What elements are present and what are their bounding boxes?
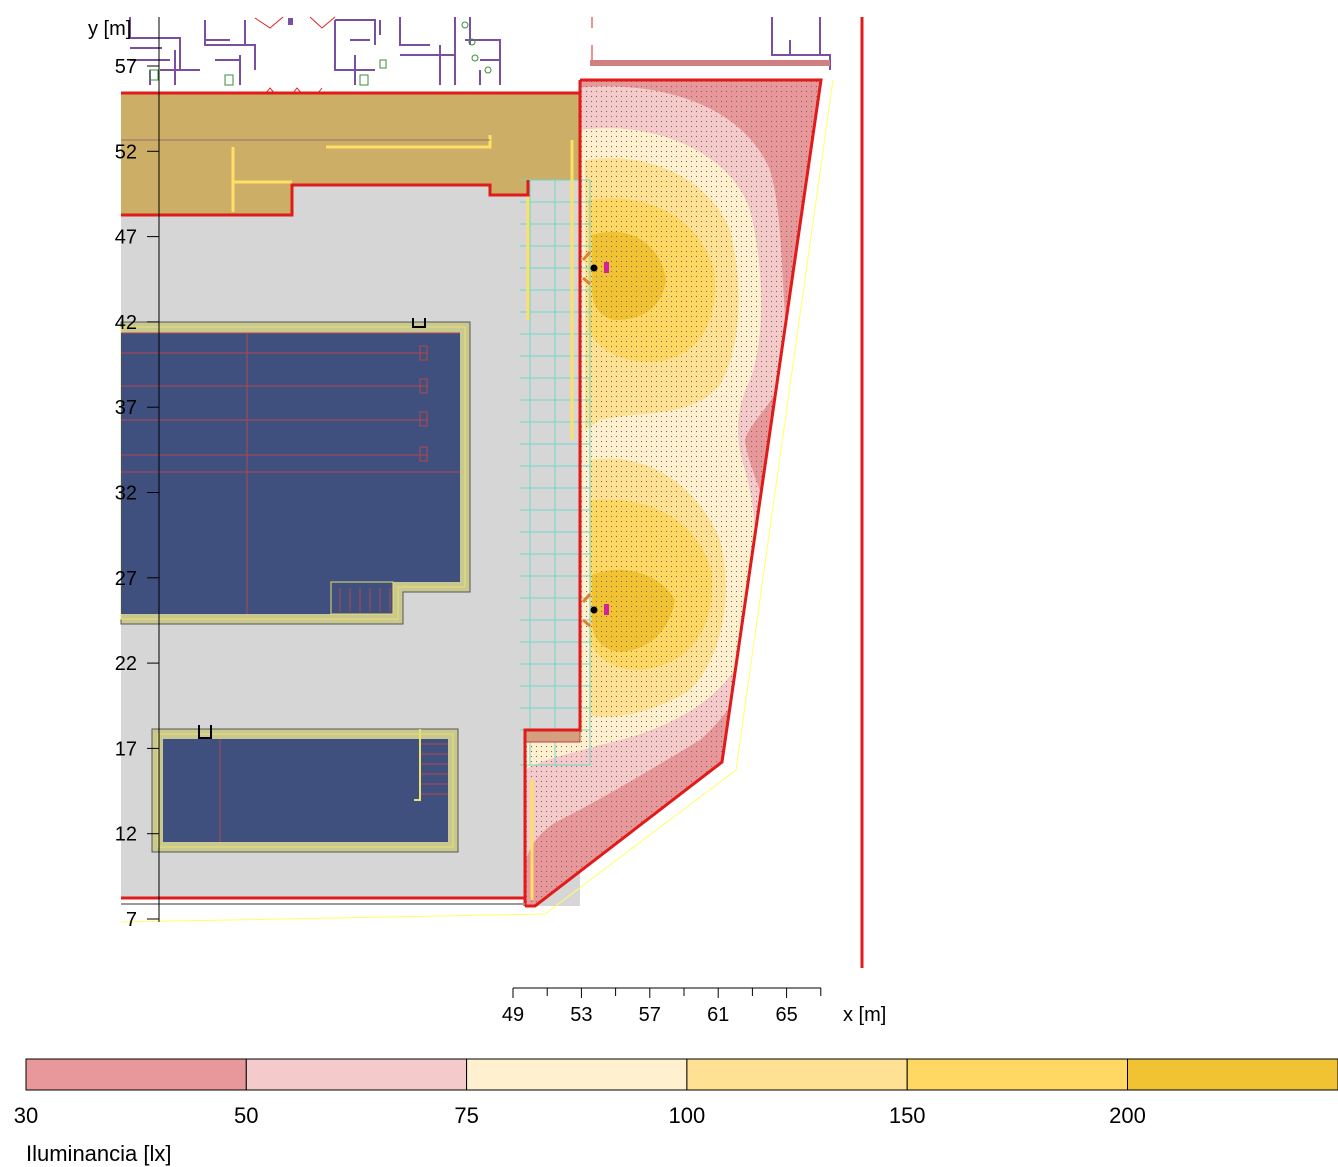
legend-swatch: [1127, 1058, 1338, 1091]
legend-swatch: [686, 1058, 908, 1091]
x-axis-label: x [m]: [843, 1004, 886, 1026]
building-doors: [254, 16, 593, 104]
illuminance-legend: 30 50 75 100 150 200: [14, 1058, 1338, 1128]
small-pool: [151, 725, 459, 853]
y-tick-label: 42: [115, 312, 137, 334]
y-tick-label: 47: [115, 227, 137, 249]
legend-title: Iluminancia [lx]: [26, 1141, 172, 1166]
y-tick-label: 22: [115, 653, 137, 675]
x-tick-label: 65: [775, 1004, 797, 1026]
building-wall-hatch: [590, 60, 830, 66]
luminaire-north: [581, 251, 609, 286]
y-axis-ticks: 57 52 47 42 37 32 27 22 17 12 7: [115, 56, 159, 931]
building-fixtures: [149, 21, 492, 86]
luminaire-south: [581, 593, 609, 628]
legend-value: 50: [234, 1103, 258, 1128]
y-tick-label: 52: [115, 141, 137, 163]
legend-swatch: [906, 1058, 1129, 1091]
y-tick-label: 32: [115, 483, 137, 505]
y-tick-label: 57: [115, 56, 137, 78]
walkway-yellow-lines: [526, 140, 574, 900]
y-tick-label: 17: [115, 738, 137, 760]
calculation-grid: [520, 179, 591, 766]
walkway-hatch: [524, 729, 581, 743]
x-axis: 49 53 57 61 65 x [m]: [502, 987, 886, 1026]
main-pool: [120, 318, 471, 625]
zone-boundary: [120, 17, 864, 968]
y-tick-label: 12: [115, 824, 137, 846]
y-tick-label: 37: [115, 397, 137, 419]
terrace-yellow-lines: [231, 135, 492, 212]
building-column: [288, 18, 293, 25]
x-tick-label: 57: [639, 1004, 661, 1026]
legend-value: 75: [454, 1103, 478, 1128]
building-floor-plan: [129, 17, 831, 85]
x-tick-label: 53: [570, 1004, 592, 1026]
legend-swatch: [466, 1058, 688, 1091]
legend-value: 30: [14, 1103, 38, 1128]
legend-swatch: [25, 1058, 247, 1091]
x-tick-label: 61: [707, 1004, 729, 1026]
x-tick-label: 49: [502, 1004, 524, 1026]
legend-value: 100: [669, 1103, 706, 1128]
legend-value: 150: [889, 1103, 926, 1128]
y-tick-label: 27: [115, 568, 137, 590]
y-tick-label: 7: [126, 909, 137, 931]
legend-swatch: [245, 1058, 468, 1091]
legend-value: 200: [1109, 1103, 1146, 1128]
y-axis-label: y [m]: [88, 18, 131, 40]
